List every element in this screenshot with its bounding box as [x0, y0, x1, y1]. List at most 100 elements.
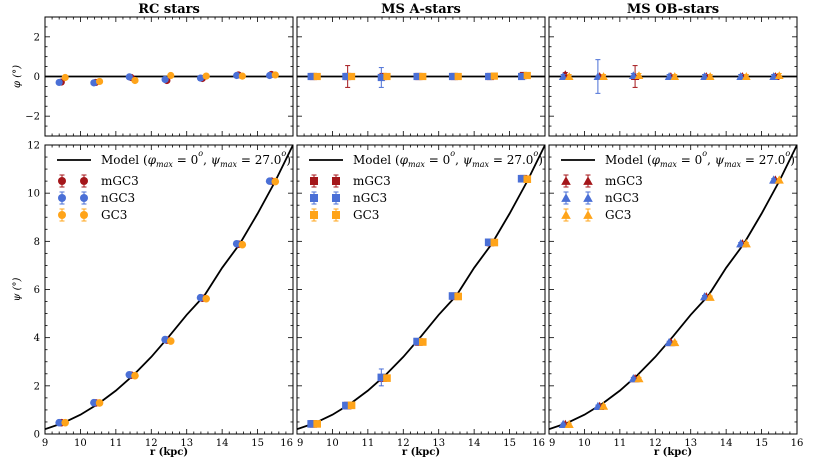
phi-point-nGC3 [558, 72, 568, 80]
psi-point-nGC3 [90, 398, 98, 407]
psi-point-GC3 [741, 239, 751, 248]
phi-point-nGC3 [485, 72, 493, 81]
legend-marker-nGC3 [561, 193, 571, 202]
xtick-label: 11 [361, 438, 374, 449]
psi-point-nGC3 [484, 238, 493, 247]
xtick-label: 12 [649, 438, 662, 449]
panel-3: MS OB-stars 9 10 11 12 13 14 15 16 r (kpc) Model (… [548, 2, 804, 458]
legend-model-label-part: φ [652, 153, 661, 167]
legend-model-label-part: o [450, 149, 455, 158]
legend-model-label-part: , [455, 153, 463, 167]
phi-point-GC3 [202, 72, 210, 80]
x-axis-label: r (kpc) [150, 447, 188, 458]
legend-marker-nGC3 [332, 194, 340, 202]
legend-model-label-part: Model ( [353, 153, 400, 167]
phi-point-nGC3 [266, 71, 274, 80]
xtick-label: 13 [432, 438, 445, 449]
phi-point-nGC3 [518, 72, 526, 81]
phi-point-GC3 [454, 72, 462, 81]
phi-point-nGC3 [664, 72, 674, 80]
psi-point-nGC3 [517, 174, 526, 183]
legend-marker-mGC3 [332, 177, 340, 185]
legend-marker-mGC3 [58, 177, 66, 185]
panel-1: RC stars −2 0 2 0 2 4 6 8 10 12 9 10 11 12 13 14 15 16 r (k… [25, 2, 294, 458]
legend-marker-nGC3 [310, 194, 318, 202]
psi-point-GC3 [347, 401, 356, 410]
psi-point-nGC3 [413, 337, 421, 346]
legend-model-label-part: = 0 [173, 153, 198, 167]
legend-marker-nGC3 [80, 194, 88, 202]
legend-label-mGC3: mGC3 [605, 174, 643, 188]
phi-point-GC3 [167, 71, 175, 80]
psi-ytick-label: 8 [34, 237, 40, 248]
legend-model-label: Model (φmax = 0o, ψmax = 27.0o) [101, 149, 291, 169]
psi-ytick-label: 10 [27, 189, 40, 200]
legend: Model (φmax = 0o, ψmax = 27.0o)mGC3nGC3G… [57, 149, 291, 222]
psi-axes-frame [548, 144, 798, 435]
legend-model-label-part: , [707, 153, 715, 167]
psi-clipped [549, 145, 797, 431]
psi-point-GC3 [131, 371, 139, 380]
psi-ytick-label: 12 [27, 141, 40, 152]
legend-model-label: Model (φmax = 0o, ψmax = 27.0o) [353, 149, 543, 169]
phi-point-GC3 [238, 72, 246, 80]
legend-marker-GC3 [310, 211, 318, 219]
xtick-label: 11 [109, 438, 122, 449]
legend-model-label-part: o [533, 149, 538, 158]
legend: Model (φmax = 0o, ψmax = 27.0o)mGC3nGC3G… [309, 149, 543, 222]
psi-point-GC3 [202, 294, 210, 303]
phi-point-GC3 [599, 72, 608, 80]
psi-clipped [45, 145, 293, 431]
phi-point-GC3 [774, 71, 784, 79]
legend-model-label-part: o [702, 149, 707, 158]
phi-ytick-label: 0 [34, 72, 40, 83]
phi-point-GC3 [490, 72, 498, 80]
xtick-label: 10 [326, 438, 339, 449]
legend-model-label-part: ) [790, 153, 795, 167]
phi-point-nGC3 [413, 72, 421, 81]
phi-ytick-label: −2 [25, 112, 40, 123]
psi-ytick-label: 4 [34, 333, 40, 344]
phi-axes [548, 16, 798, 137]
legend-model-label-part: = 27.0 [741, 153, 785, 167]
xtick-label: 12 [397, 438, 410, 449]
psi-point-GC3 [238, 240, 247, 249]
phi-point-GC3 [523, 71, 531, 80]
phi-point-nGC3 [700, 72, 709, 80]
legend-model-label-part: max [408, 160, 425, 169]
xtick-label: 16 [791, 438, 804, 449]
xtick-label: 16 [280, 438, 293, 449]
psi-axes-frame [44, 144, 294, 435]
psi-point-nGC3 [232, 239, 241, 248]
xtick-label: 14 [720, 438, 733, 449]
phi-point-GC3 [670, 72, 680, 80]
phi-point-GC3 [634, 71, 644, 79]
legend-model-label-part: max [220, 160, 237, 169]
phi-point-nGC3 [125, 73, 133, 81]
xtick-label: 9 [297, 438, 303, 449]
xtick-label: 9 [549, 438, 555, 449]
psi-point-GC3 [95, 399, 104, 407]
panel-title: MS OB-stars [627, 2, 719, 17]
legend-model-label-part: = 0 [425, 153, 450, 167]
phi-point-nGC3 [90, 79, 98, 87]
panel-title: RC stars [138, 2, 200, 17]
psi-axes-frame [296, 144, 546, 435]
legend-model-label-part: ) [538, 153, 543, 167]
phi-point-nGC3 [593, 72, 603, 80]
phi-point-GC3 [419, 72, 427, 81]
x-axis-label: r (kpc) [402, 447, 440, 458]
psi-axes: 9 10 11 12 13 14 15 16 r (kpc) Model (φmax = 0o, … [296, 144, 546, 458]
psi-point-nGC3 [307, 420, 315, 428]
psi-point-GC3 [670, 337, 680, 347]
xtick-label: 13 [684, 438, 697, 449]
psi-clipped [297, 145, 545, 431]
panel-2: MS A-stars 9 10 11 12 13 14 15 16 r (kpc) Model (φ… [296, 2, 546, 458]
legend-label-mGC3: mGC3 [353, 174, 391, 188]
psi-axis-label: ψ (°) [12, 277, 23, 301]
phi-point-GC3 [383, 72, 391, 81]
legend-model-label-part: max [660, 160, 677, 169]
psi-point-nGC3 [699, 292, 710, 301]
